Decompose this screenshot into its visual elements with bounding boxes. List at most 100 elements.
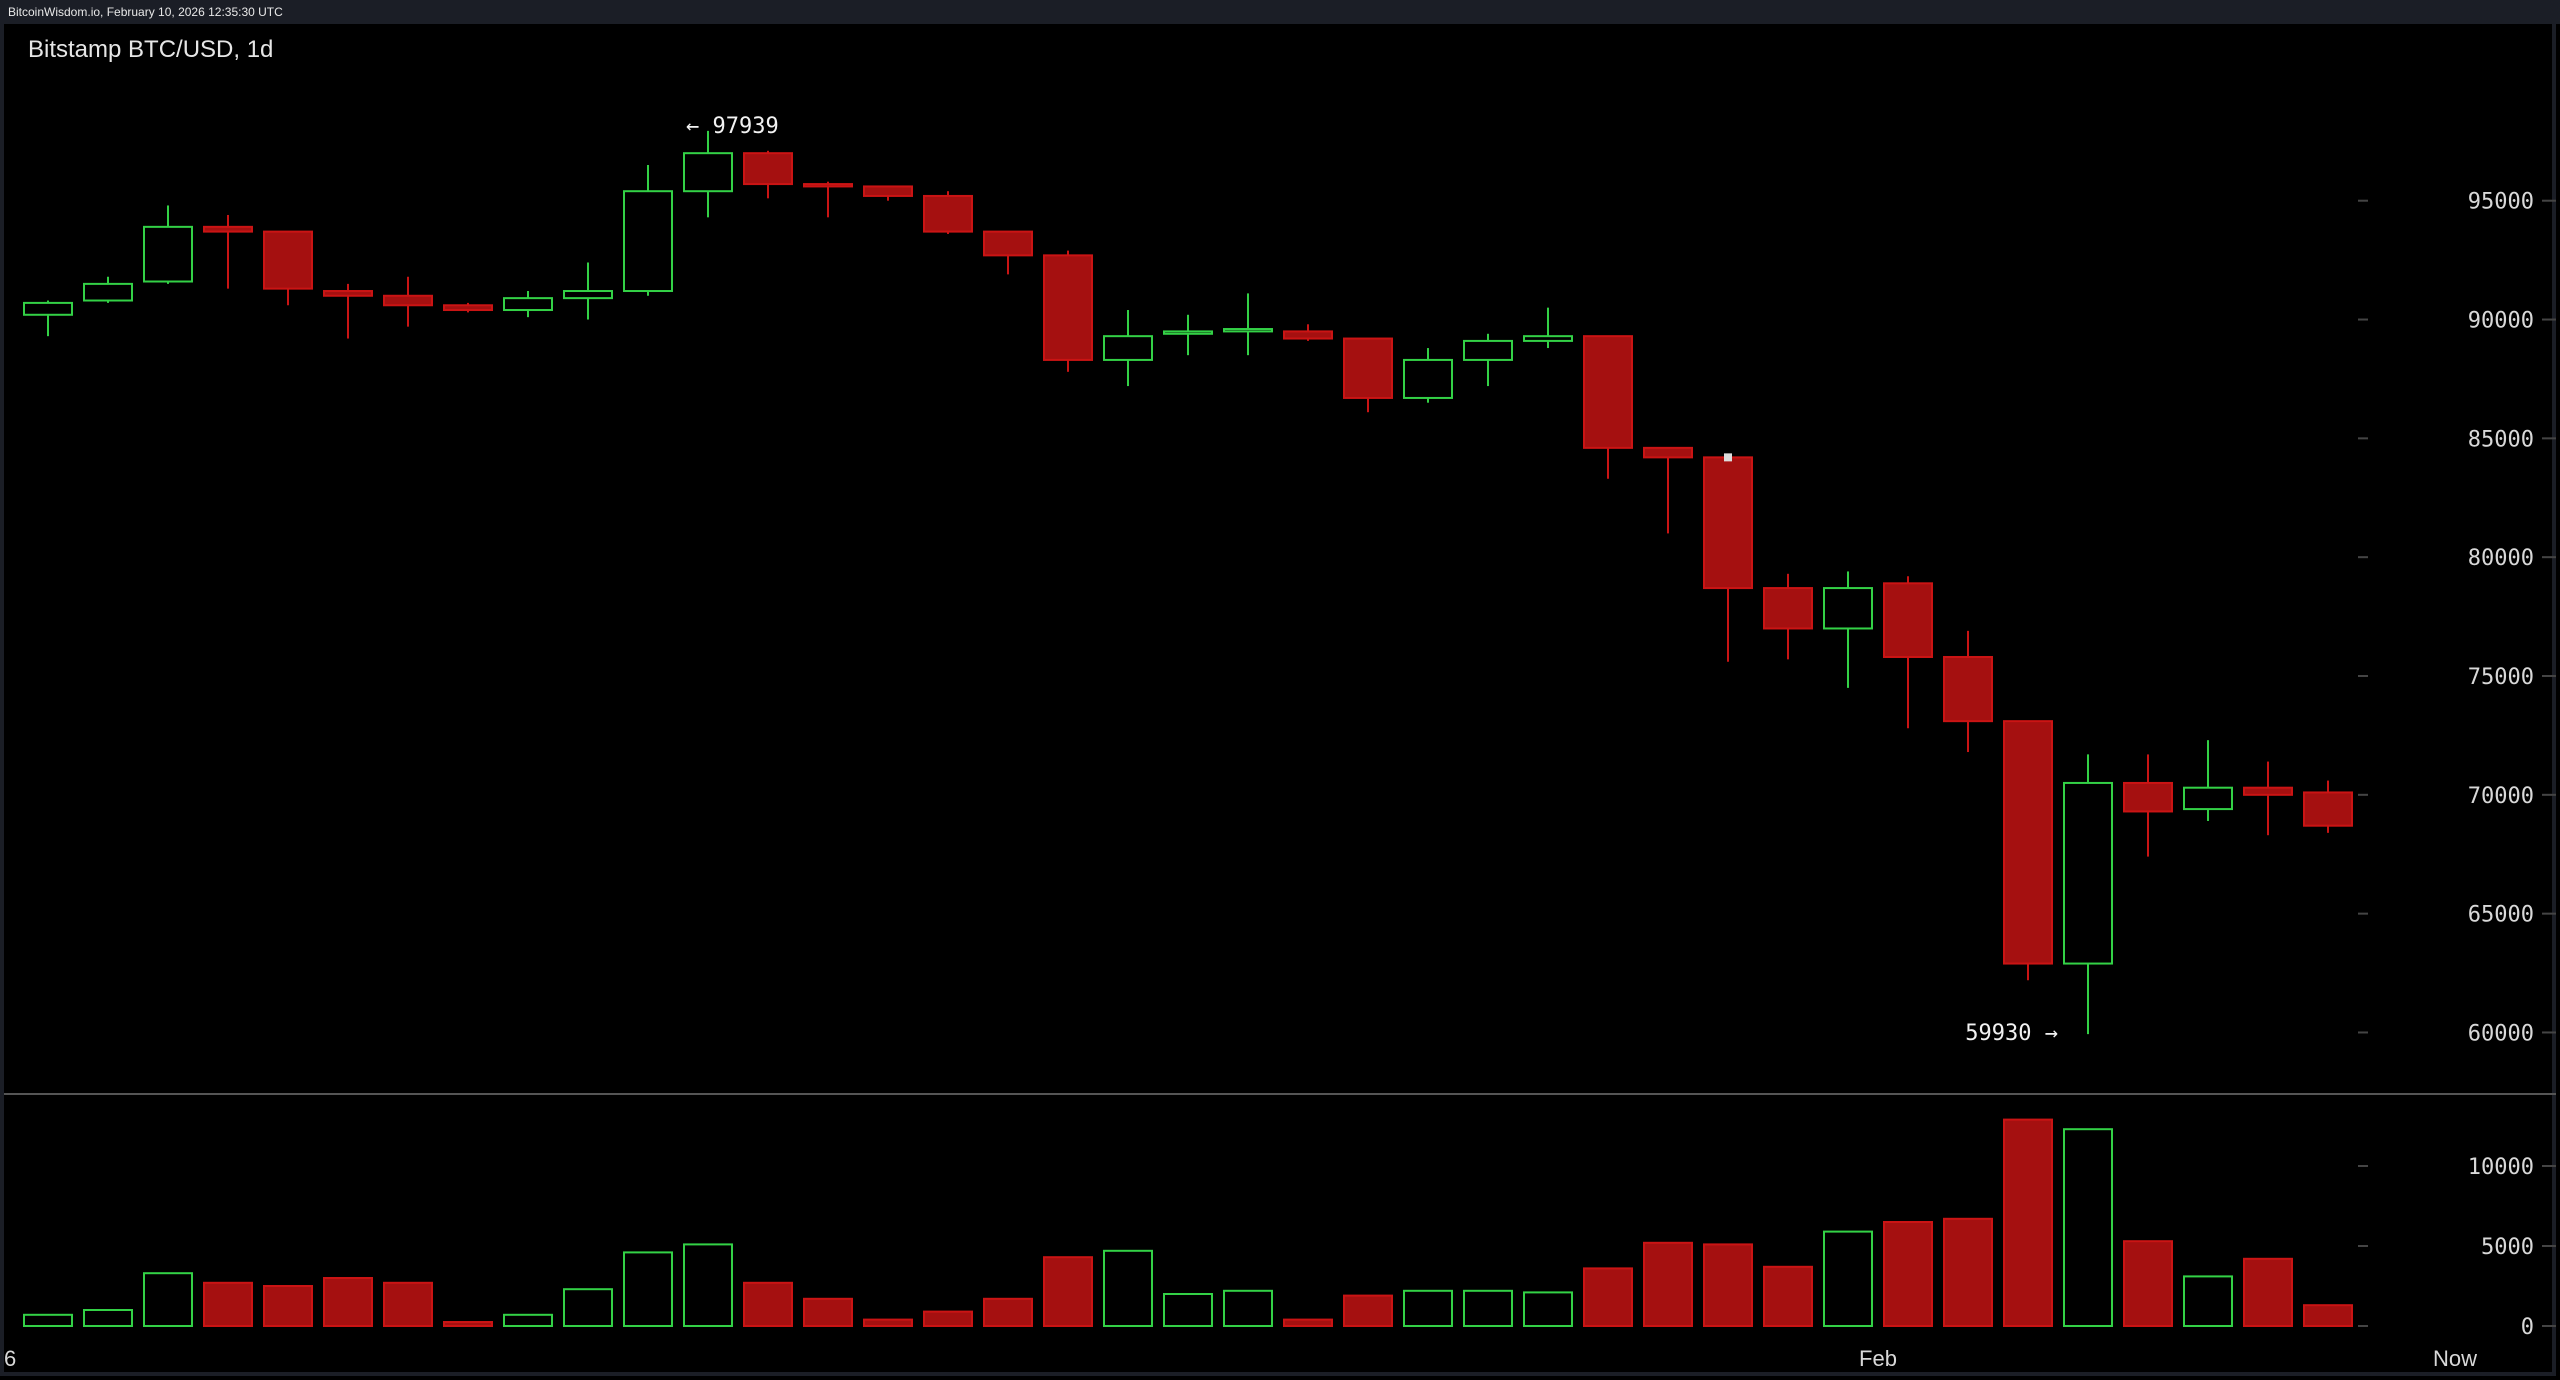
- volume-bar: [923, 1310, 973, 1327]
- volume-bar: [2243, 1257, 2293, 1328]
- volume-bar: [683, 1243, 733, 1328]
- candlestick-series: [23, 130, 2353, 1035]
- volume-bar: [23, 1313, 73, 1328]
- volume-bar: [563, 1288, 613, 1327]
- volume-bar: [443, 1321, 493, 1327]
- volume-bar: [83, 1309, 133, 1327]
- volume-bar: [1403, 1289, 1453, 1328]
- candle-body: [1403, 358, 1453, 399]
- volume-bar: [143, 1272, 193, 1327]
- volume-bar: [863, 1318, 913, 1327]
- candle-body: [23, 301, 73, 316]
- candle-body: [2183, 786, 2233, 811]
- candle-body: [1223, 328, 1273, 333]
- price-tick-label: 65000: [2468, 903, 2534, 928]
- volume-tick-label: 10000: [2468, 1155, 2534, 1180]
- volume-bar: [1703, 1243, 1753, 1328]
- price-tick-label: 70000: [2468, 784, 2534, 809]
- time-label: Now: [2433, 1346, 2477, 1371]
- volume-bar: [1223, 1289, 1273, 1328]
- volume-bar: [2003, 1118, 2053, 1327]
- price-tick-label: 85000: [2468, 427, 2534, 452]
- candle-body: [803, 183, 853, 188]
- candle-body: [923, 194, 973, 233]
- time-label: Feb: [1859, 1346, 1897, 1371]
- candle-body: [263, 230, 313, 290]
- volume-bar: [1283, 1318, 1333, 1327]
- volume-bar: [1583, 1267, 1633, 1328]
- candle-body: [2123, 781, 2173, 813]
- volume-bar: [1643, 1241, 1693, 1328]
- candle-body: [323, 290, 373, 297]
- volume-bar: [983, 1297, 1033, 1328]
- candle-body: [1883, 582, 1933, 658]
- candle-body: [1583, 335, 1633, 449]
- candle-body: [623, 190, 673, 293]
- candle-body: [383, 294, 433, 307]
- volume-bar: [203, 1281, 253, 1328]
- candle-body: [143, 225, 193, 283]
- volume-bar: [1523, 1291, 1573, 1328]
- volume-bar: [1103, 1249, 1153, 1328]
- candle-body: [1643, 446, 1693, 459]
- price-tick-label: 90000: [2468, 309, 2534, 334]
- candle-body: [1163, 330, 1213, 335]
- volume-series: [23, 1118, 2353, 1328]
- status-bar: BitcoinWisdom.io, February 10, 2026 12:3…: [0, 0, 2560, 24]
- candle-body: [1763, 587, 1813, 630]
- volume-bar: [743, 1281, 793, 1328]
- volume-tick-label: 0: [2521, 1315, 2534, 1340]
- volume-bar: [503, 1313, 553, 1328]
- low-annotation: 59930 →: [1965, 1021, 2058, 1046]
- price-tick-label: 75000: [2468, 665, 2534, 690]
- chart-frame: [0, 24, 2556, 1376]
- status-text: BitcoinWisdom.io, February 10, 2026 12:3…: [8, 5, 283, 19]
- candle-body: [863, 185, 913, 197]
- cursor-marker: [1724, 453, 1732, 462]
- volume-bar: [623, 1251, 673, 1328]
- candle-body: [683, 152, 733, 193]
- volume-bar: [263, 1285, 313, 1327]
- candle-body: [563, 290, 613, 300]
- price-tick-label: 60000: [2468, 1021, 2534, 1046]
- candle-body: [1523, 335, 1573, 342]
- volume-bar: [2303, 1304, 2353, 1327]
- candle-body: [2003, 720, 2053, 965]
- volume-bar: [2183, 1275, 2233, 1328]
- candle-body: [203, 225, 253, 233]
- time-axis: 6 Feb Now: [4, 1346, 2477, 1371]
- volume-bar: [1343, 1294, 1393, 1327]
- candle-body: [83, 282, 133, 302]
- price-tick-label: 95000: [2468, 190, 2534, 215]
- volume-bar: [383, 1281, 433, 1328]
- volume-bar: [1163, 1293, 1213, 1327]
- volume-bar: [803, 1297, 853, 1328]
- candle-body: [1043, 254, 1093, 361]
- candle-body: [2243, 786, 2293, 796]
- candle-body: [1823, 587, 1873, 630]
- candle-body: [1283, 330, 1333, 340]
- candle-body: [2303, 791, 2353, 827]
- chart-title: Bitstamp BTC/USD, 1d: [28, 36, 274, 63]
- volume-axis: 10000 5000 0: [2358, 1155, 2556, 1340]
- candle-body: [443, 304, 493, 312]
- volume-tick-label: 5000: [2481, 1235, 2534, 1260]
- candle-body: [2063, 781, 2113, 965]
- candle-body: [1343, 337, 1393, 399]
- candle-body: [1703, 456, 1753, 590]
- volume-bar: [1043, 1256, 1093, 1327]
- volume-bar: [1943, 1217, 1993, 1328]
- candle-body: [743, 152, 793, 186]
- volume-bar: [1463, 1289, 1513, 1328]
- candle-body: [1463, 339, 1513, 361]
- candle-body: [503, 297, 553, 312]
- candle-body: [1943, 655, 1993, 723]
- volume-bar: [323, 1277, 373, 1327]
- volume-bar: [2063, 1128, 2113, 1327]
- volume-bar: [1883, 1221, 1933, 1327]
- price-tick-label: 80000: [2468, 546, 2534, 571]
- time-label: 6: [4, 1346, 16, 1371]
- candle-body: [983, 230, 1033, 257]
- volume-bar: [1763, 1265, 1813, 1328]
